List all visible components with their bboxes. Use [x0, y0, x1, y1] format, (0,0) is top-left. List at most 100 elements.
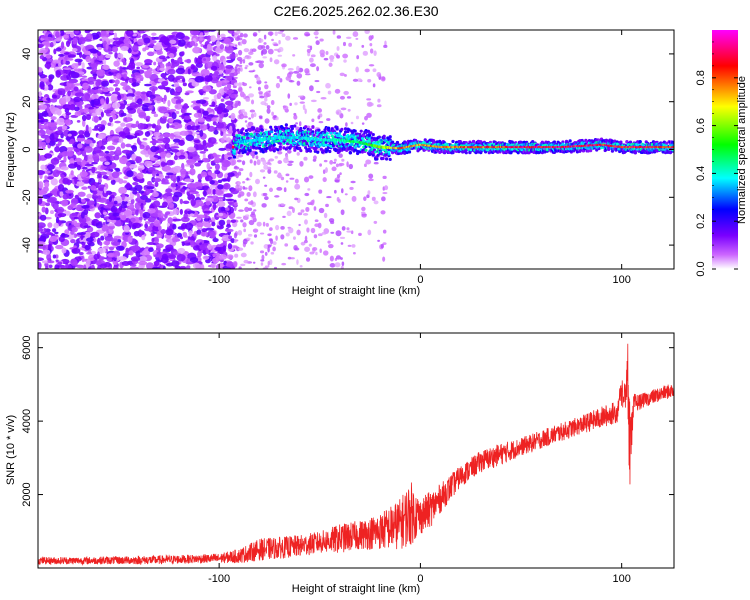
spectrogram-cell [342, 53, 349, 59]
spectrogram-cell [207, 188, 212, 195]
spectrogram-cell [236, 30, 241, 34]
spectrogram-cell [65, 147, 74, 151]
spectrogram-cell [74, 194, 79, 200]
spectrogram-cell [117, 53, 124, 59]
spectrogram-cell [206, 142, 213, 148]
spectrogram-cell [262, 176, 266, 179]
spectrogram-cell [93, 115, 99, 123]
spectrogram-cell [138, 256, 148, 262]
spectrogram-cell [62, 58, 66, 65]
spectrogram-cell [218, 80, 223, 88]
spectrogram-cell [69, 138, 75, 144]
spectrogram-cell [355, 66, 359, 73]
spectrogram-cell [174, 103, 183, 110]
spectrogram-cell [270, 100, 275, 106]
spectrogram-cell [154, 181, 159, 188]
spectrogram-cell [210, 35, 217, 43]
spectrogram-cell [52, 59, 61, 64]
spectrogram-cell [146, 180, 153, 186]
spectrogram-cell [80, 234, 84, 241]
spectrogram-cell [177, 57, 183, 64]
spectrogram-cell [329, 263, 336, 268]
spectrogram-cell [328, 149, 332, 154]
spectrogram-cell [239, 185, 243, 191]
spectrogram-cell [95, 189, 104, 197]
spectrogram-cell [330, 231, 335, 234]
spectrogram-cell [131, 82, 140, 87]
spectrogram-cell [128, 187, 138, 191]
spectrogram-cell [336, 174, 341, 179]
spectrogram-cell [68, 80, 76, 84]
spectrogram-cell [55, 31, 60, 38]
spectrogram-cell [405, 150, 409, 155]
spectrogram-cell [243, 150, 247, 154]
spectrogram-cell [225, 198, 235, 202]
spectrogram-cell [60, 98, 67, 105]
spectrogram-cell [154, 95, 163, 101]
spectrogram-cell [313, 206, 317, 211]
spectrogram-cell [152, 178, 162, 183]
spectrogram-cell [232, 152, 236, 156]
spectrogram-cell [40, 233, 50, 239]
spectrogram-cell [190, 240, 195, 248]
spectrogram-cell [280, 176, 285, 181]
spectrogram-cell [83, 225, 91, 229]
spectrogram-cell [54, 264, 60, 269]
spectrogram-cell [126, 154, 131, 160]
spectrogram-cell [384, 157, 389, 161]
spectrogram-cell [168, 125, 175, 128]
spectrogram-cell [334, 179, 340, 183]
spectrogram-cell [220, 98, 225, 102]
spectrogram-cell [116, 72, 121, 80]
spectrogram-cell [382, 256, 386, 262]
spectrogram-cell [157, 138, 166, 141]
spectrogram-cell [347, 244, 352, 247]
spectrogram-cell [79, 171, 88, 177]
spectrogram-cell [38, 234, 41, 239]
spectrogram-cell [214, 37, 223, 41]
spectrogram-cell [153, 154, 159, 158]
spectrogram-cell [202, 110, 209, 116]
spectrogram-cell [234, 53, 239, 58]
spectrogram-cell [237, 229, 243, 236]
spectrogram-cell [278, 141, 282, 145]
spectrogram-cell [104, 161, 110, 166]
spectrogram-cell [305, 33, 311, 37]
spectrogram-cell [86, 251, 93, 255]
spectrogram-cell [118, 186, 128, 195]
spectrogram-cell [438, 150, 442, 155]
spectrogram-cell [65, 40, 71, 48]
spectrogram-cell [457, 149, 461, 154]
spectrogram-cell [84, 39, 92, 42]
spectrogram-cell [296, 80, 301, 86]
spectrogram-cell [90, 99, 95, 107]
spectrogram-cell [306, 227, 310, 233]
spectrogram-cell [278, 147, 282, 151]
spectrogram-cell [177, 123, 183, 129]
spectrogram-cell [255, 146, 259, 150]
spectrogram-cell [131, 73, 135, 78]
spectrogram-cell [340, 209, 345, 216]
spectrogram-cell [264, 84, 269, 90]
spectrogram-cell [211, 221, 216, 227]
spectrogram-cell [113, 60, 120, 67]
spectrogram-cell [59, 191, 64, 197]
spectrogram-cell [47, 122, 57, 128]
spectrogram-cell [332, 30, 336, 35]
spectrogram-cell [358, 132, 362, 137]
spectrogram-cell [164, 175, 170, 179]
spectrogram-cell [200, 53, 206, 58]
spectrogram-cell [200, 231, 209, 237]
spectrogram-cell [112, 241, 121, 246]
spectrogram-cell [102, 211, 108, 215]
spectrogram-cell [109, 30, 114, 34]
spectrogram-cell [377, 143, 381, 147]
spectrogram-cell [134, 202, 142, 210]
spectrogram-cell [338, 153, 343, 158]
spectrogram-cell [266, 108, 271, 114]
spectrogram-cell [155, 124, 162, 131]
spectrogram-cell [171, 260, 180, 267]
spectrogram-cell [177, 247, 186, 254]
spectrogram-cell [120, 214, 127, 221]
spectrogram-cell [108, 51, 113, 55]
